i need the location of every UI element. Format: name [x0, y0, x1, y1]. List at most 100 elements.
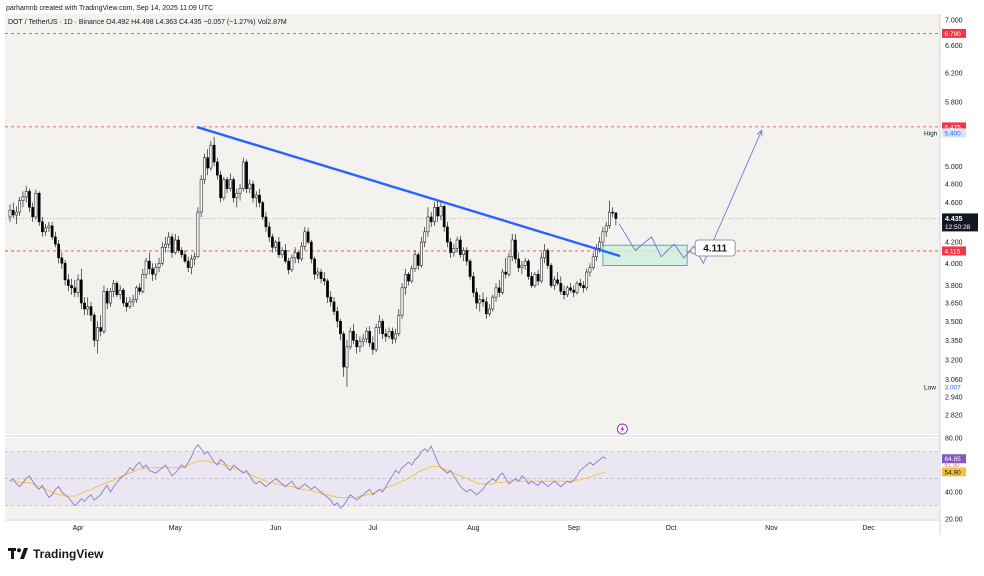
- candle[interactable]: [164, 236, 167, 253]
- candle[interactable]: [76, 274, 80, 298]
- candle[interactable]: [284, 244, 287, 264]
- candle[interactable]: [475, 287, 478, 310]
- candle[interactable]: [462, 247, 465, 262]
- time-axis[interactable]: Apr May Jun Jul Aug Sep Oct Nov Dec: [73, 525, 876, 532]
- main-pane-background[interactable]: [5, 14, 940, 434]
- candle[interactable]: [426, 207, 430, 237]
- candle[interactable]: [582, 280, 585, 293]
- candle[interactable]: [536, 269, 540, 286]
- candle[interactable]: [540, 252, 543, 284]
- candle[interactable]: [501, 268, 504, 295]
- candle[interactable]: [358, 336, 362, 353]
- candle[interactable]: [54, 231, 57, 248]
- candle[interactable]: [157, 257, 161, 273]
- candle[interactable]: [361, 333, 365, 347]
- candle[interactable]: [309, 240, 313, 264]
- candle[interactable]: [313, 256, 316, 280]
- candle[interactable]: [530, 272, 533, 288]
- candle[interactable]: [280, 247, 284, 258]
- candle[interactable]: [523, 257, 527, 270]
- candle[interactable]: [442, 204, 446, 232]
- candle[interactable]: [335, 306, 339, 328]
- candle[interactable]: [248, 179, 252, 194]
- candle[interactable]: [527, 258, 530, 280]
- candle[interactable]: [199, 175, 203, 217]
- candle[interactable]: [488, 304, 491, 317]
- candle[interactable]: [306, 227, 310, 245]
- candle[interactable]: [37, 191, 41, 226]
- candle[interactable]: [410, 265, 414, 284]
- demand-zone[interactable]: [602, 244, 688, 266]
- candle[interactable]: [92, 312, 96, 347]
- candle[interactable]: [206, 149, 209, 176]
- candle[interactable]: [614, 212, 618, 226]
- candle[interactable]: [125, 297, 128, 312]
- candle[interactable]: [183, 250, 187, 264]
- candle[interactable]: [494, 283, 498, 302]
- candle[interactable]: [267, 221, 271, 243]
- candle[interactable]: [21, 191, 25, 208]
- candle[interactable]: [147, 252, 151, 275]
- candle[interactable]: [439, 202, 443, 220]
- candle[interactable]: [394, 328, 397, 343]
- candle[interactable]: [565, 285, 569, 298]
- candle[interactable]: [365, 327, 368, 343]
- candle[interactable]: [471, 272, 475, 298]
- candle[interactable]: [371, 336, 375, 355]
- candle[interactable]: [588, 263, 592, 277]
- candle[interactable]: [245, 159, 248, 194]
- candle[interactable]: [465, 247, 469, 266]
- candle[interactable]: [79, 268, 83, 310]
- candle[interactable]: [118, 285, 122, 300]
- candle[interactable]: [241, 157, 245, 192]
- candle[interactable]: [63, 260, 67, 286]
- candle[interactable]: [154, 263, 158, 280]
- candle[interactable]: [407, 272, 410, 286]
- candle[interactable]: [225, 176, 229, 194]
- candle[interactable]: [459, 235, 462, 258]
- candle[interactable]: [70, 278, 73, 295]
- candle[interactable]: [569, 283, 572, 293]
- candle[interactable]: [203, 153, 206, 185]
- candle[interactable]: [99, 315, 103, 337]
- candle[interactable]: [390, 327, 394, 345]
- candle[interactable]: [497, 279, 501, 298]
- candle[interactable]: [342, 331, 346, 377]
- candle[interactable]: [543, 244, 546, 264]
- candle[interactable]: [193, 252, 197, 266]
- candle[interactable]: [608, 200, 611, 229]
- candle[interactable]: [378, 315, 381, 334]
- candle[interactable]: [50, 221, 54, 241]
- projection-path[interactable]: [618, 130, 763, 265]
- candle[interactable]: [400, 283, 404, 319]
- candle[interactable]: [258, 188, 261, 208]
- candle[interactable]: [83, 297, 86, 316]
- candle[interactable]: [604, 221, 608, 237]
- candle[interactable]: [514, 233, 517, 264]
- candle[interactable]: [11, 202, 15, 218]
- candle[interactable]: [66, 274, 70, 292]
- candle[interactable]: [219, 170, 222, 203]
- candle[interactable]: [449, 237, 452, 258]
- candle[interactable]: [556, 272, 559, 286]
- candle[interactable]: [232, 176, 235, 203]
- candle[interactable]: [131, 294, 135, 307]
- candle[interactable]: [128, 297, 132, 310]
- candle[interactable]: [297, 250, 300, 264]
- candle[interactable]: [345, 340, 349, 387]
- candle[interactable]: [196, 207, 200, 258]
- candle[interactable]: [57, 240, 60, 264]
- candle[interactable]: [122, 287, 125, 307]
- candle[interactable]: [368, 326, 371, 347]
- candle[interactable]: [135, 285, 138, 304]
- candle[interactable]: [102, 285, 106, 334]
- candle[interactable]: [452, 244, 456, 257]
- candle[interactable]: [105, 287, 109, 310]
- candle[interactable]: [86, 297, 90, 316]
- candle[interactable]: [387, 327, 391, 340]
- candle[interactable]: [510, 233, 514, 262]
- candle[interactable]: [238, 184, 242, 201]
- candle[interactable]: [397, 309, 401, 337]
- candle[interactable]: [141, 268, 145, 294]
